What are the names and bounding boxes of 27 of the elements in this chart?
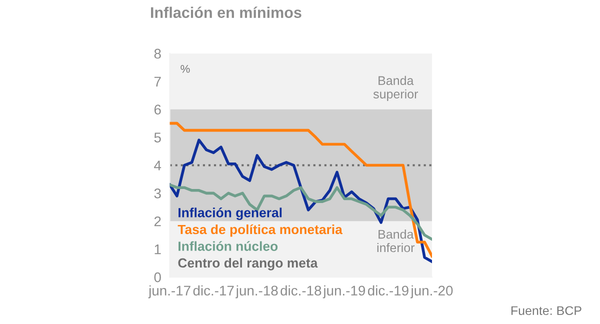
text: Inflación núcleo [178,241,278,251]
x-tick-label: jun.-18 [236,285,278,298]
ref-line-label: Centro del rango meta [178,258,318,270]
source-note: Fuente: BCP [511,306,582,316]
y-tick-label: 1 [154,244,161,254]
y-tick-label: 3 [154,188,161,198]
x-tick-label: dic.-19 [368,285,408,296]
line-series [170,183,432,241]
x-tick-label: dic.-17 [193,285,234,296]
annotation: Banda inferior [377,230,415,252]
chart-title: Inflación en mínimos [151,6,302,18]
x-tick-label: jun.-19 [322,285,366,298]
y-tick-label: 5 [154,132,161,142]
y-axis-title: % [180,64,190,73]
y-tick-label: 0 [154,272,161,282]
y-tick-label: 2 [154,216,161,226]
x-tick-label: dic.-18 [280,285,322,296]
y-tick-label: 4 [154,160,162,170]
series-label: Inflación general [178,208,282,220]
annotation: Banda superior [373,76,418,101]
x-tick-label: jun.-20 [410,285,453,298]
line-series [170,122,432,258]
text: Tasa de política monetaria [178,224,342,237]
y-tick-label: 8 [154,48,161,59]
y-tick-label: 7 [154,76,161,86]
y-tick-label: 6 [154,104,161,115]
x-tick-label: jun.-17 [148,285,190,298]
